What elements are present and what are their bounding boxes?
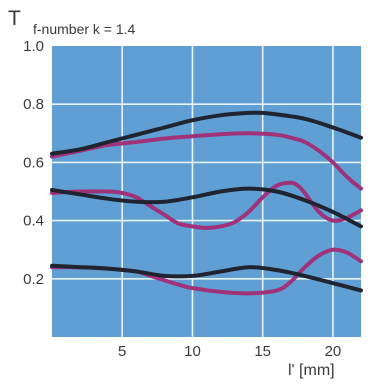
series-line-5 [50,263,363,293]
y-tick-label: 0.4 [23,213,44,230]
x-tick-label: 10 [184,343,201,360]
x-axis-label: l' [mm] [288,362,335,379]
y-tick-label: 1.0 [23,38,44,55]
x-tick-label: 5 [118,343,126,360]
series-line-1 [50,110,363,156]
y-tick-labels: 0.2 0.4 0.6 0.8 1.0 [23,38,44,288]
series-line-3 [50,186,363,229]
y-tick-label: 0.6 [23,154,44,171]
x-tick-label: 15 [254,343,271,360]
series-line-2 [50,131,363,191]
y-tick-label: 0.2 [23,271,44,288]
x-tick-label: 20 [325,343,342,360]
y-tick-label: 0.8 [23,96,44,113]
x-tick-labels: 5 10 15 20 [118,343,341,360]
y-axis-label: T [8,7,21,30]
series-layer [50,110,363,296]
chart-title: f-number k = 1.4 [33,21,136,37]
grid-layer [52,46,361,337]
